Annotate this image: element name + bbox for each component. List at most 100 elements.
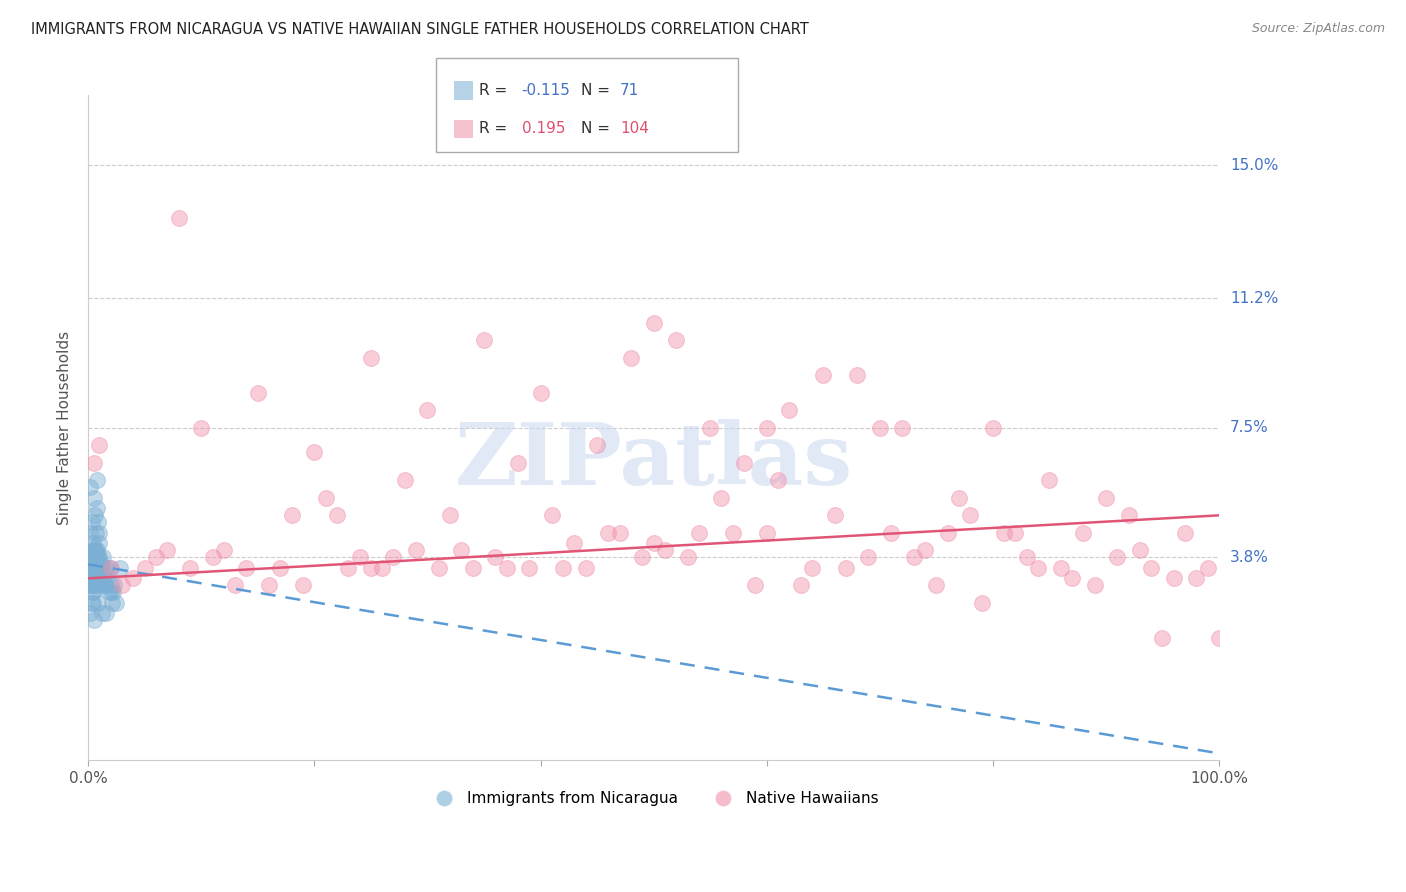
Point	[553, 561, 575, 575]
Point	[540, 508, 562, 523]
Point	[1073, 525, 1095, 540]
Point	[84, 571, 107, 585]
Point	[90, 561, 112, 575]
Point	[83, 543, 105, 558]
Point	[83, 613, 105, 627]
Point	[529, 385, 551, 400]
Point	[89, 438, 111, 452]
Point	[643, 316, 665, 330]
Point	[97, 585, 120, 599]
Point	[90, 607, 112, 621]
Point	[82, 550, 104, 565]
Point	[84, 550, 107, 565]
Point	[766, 473, 789, 487]
Text: 71: 71	[620, 83, 640, 98]
Point	[134, 561, 156, 575]
Text: 3.8%: 3.8%	[1230, 549, 1270, 565]
Point	[87, 561, 110, 575]
Point	[96, 607, 118, 621]
Point	[789, 578, 811, 592]
Point	[83, 543, 105, 558]
Point	[86, 501, 108, 516]
Point	[80, 543, 103, 558]
Point	[575, 561, 598, 575]
Point	[100, 561, 122, 575]
Point	[79, 525, 101, 540]
Point	[79, 550, 101, 565]
Point	[1174, 525, 1197, 540]
Point	[1084, 578, 1107, 592]
Point	[82, 561, 104, 575]
Point	[1038, 473, 1060, 487]
Point	[1208, 631, 1230, 645]
Point	[87, 516, 110, 530]
Point	[326, 508, 349, 523]
Point	[858, 550, 880, 565]
Point	[914, 543, 936, 558]
Point	[654, 543, 676, 558]
Point	[1107, 550, 1129, 565]
Point	[86, 543, 108, 558]
Point	[1060, 571, 1083, 585]
Point	[382, 550, 405, 565]
Point	[292, 578, 315, 592]
Point	[1015, 550, 1038, 565]
Point	[79, 480, 101, 494]
Text: -0.115: -0.115	[522, 83, 571, 98]
Point	[89, 578, 111, 592]
Point	[981, 421, 1004, 435]
Text: 15.0%: 15.0%	[1230, 158, 1278, 173]
Point	[405, 543, 427, 558]
Point	[710, 491, 733, 505]
Point	[371, 561, 394, 575]
Point	[609, 525, 631, 540]
Point	[83, 456, 105, 470]
Point	[586, 438, 609, 452]
Point	[83, 578, 105, 592]
Text: Source: ZipAtlas.com: Source: ZipAtlas.com	[1251, 22, 1385, 36]
Point	[744, 578, 766, 592]
Point	[190, 421, 212, 435]
Point	[179, 561, 201, 575]
Point	[122, 571, 145, 585]
Text: 11.2%: 11.2%	[1230, 291, 1278, 306]
Point	[84, 578, 107, 592]
Point	[257, 578, 280, 592]
Point	[79, 607, 101, 621]
Point	[96, 571, 118, 585]
Text: N =: N =	[581, 83, 614, 98]
Point	[778, 403, 800, 417]
Point	[94, 578, 117, 592]
Point	[800, 561, 823, 575]
Point	[564, 536, 586, 550]
Point	[846, 368, 869, 383]
Point	[970, 596, 993, 610]
Point	[439, 508, 461, 523]
Point	[86, 565, 108, 579]
Point	[87, 550, 110, 565]
Point	[959, 508, 981, 523]
Point	[993, 525, 1015, 540]
Point	[87, 550, 110, 565]
Point	[84, 571, 107, 585]
Point	[167, 211, 190, 225]
Point	[948, 491, 970, 505]
Point	[201, 550, 224, 565]
Point	[84, 508, 107, 523]
Point	[93, 565, 115, 579]
Point	[86, 561, 108, 575]
Point	[733, 456, 755, 470]
Point	[224, 578, 246, 592]
Point	[903, 550, 925, 565]
Point	[86, 473, 108, 487]
Point	[880, 525, 903, 540]
Point	[111, 578, 134, 592]
Point	[416, 403, 439, 417]
Point	[349, 550, 371, 565]
Point	[472, 334, 495, 348]
Point	[450, 543, 472, 558]
Point	[94, 578, 117, 592]
Point	[620, 351, 643, 365]
Point	[495, 561, 517, 575]
Point	[1026, 561, 1049, 575]
